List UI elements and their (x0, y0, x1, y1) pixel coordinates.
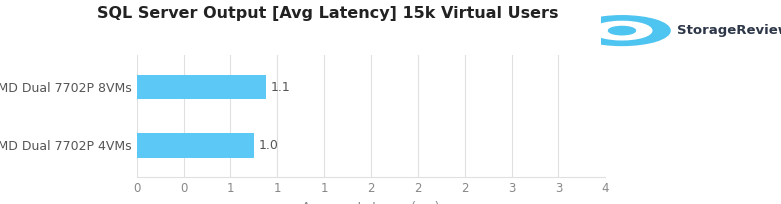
Circle shape (592, 21, 652, 40)
Text: StorageReview: StorageReview (677, 24, 781, 37)
X-axis label: Average Latency (ms): Average Latency (ms) (302, 201, 440, 204)
Bar (137, 133, 254, 158)
Circle shape (608, 27, 636, 35)
Circle shape (574, 16, 670, 45)
Bar (137, 75, 266, 99)
Text: 1.0: 1.0 (259, 139, 278, 152)
Text: 1.1: 1.1 (270, 81, 290, 94)
Text: SQL Server Output [Avg Latency] 15k Virtual Users: SQL Server Output [Avg Latency] 15k Virt… (98, 6, 558, 21)
